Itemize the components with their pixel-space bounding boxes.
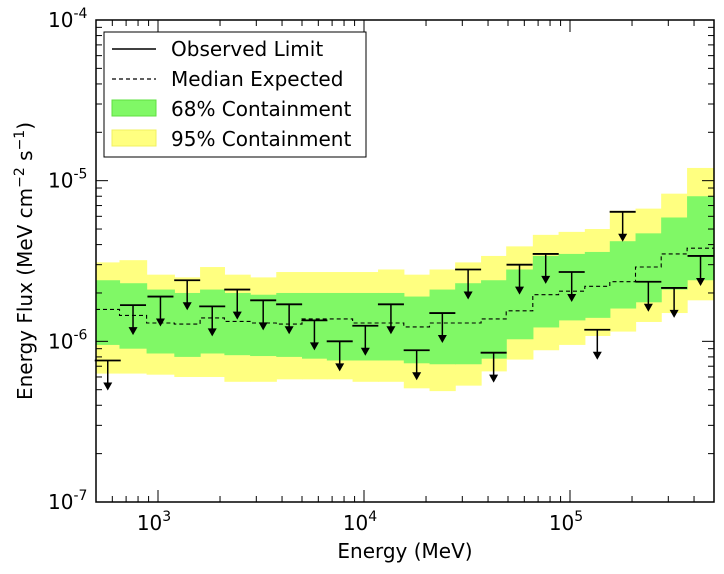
y-axis-label-sup1: −2 — [12, 167, 28, 188]
observed-limit-18 — [558, 271, 585, 303]
x-axis-label: Energy (MeV) — [337, 539, 472, 563]
y-tick-labels: 10-7 10-6 10-5 10-4 — [48, 6, 88, 514]
band68-bin-15 — [481, 280, 507, 359]
legend-swatch-95 — [111, 129, 157, 147]
x-tick-label-2: 105 — [549, 509, 583, 535]
legend-swatch-68 — [111, 99, 157, 117]
y-axis-label: Energy Flux (MeV cm−2 s−1) — [12, 122, 37, 400]
band68-bin-20 — [609, 241, 637, 309]
y-tick-label-3: 10-4 — [48, 6, 88, 32]
x-tick-labels: 103 104 105 — [137, 509, 583, 535]
x-tick-label-0: 103 — [137, 509, 171, 535]
observed-limit-6 — [250, 299, 277, 331]
y-tick-label-0: 10-7 — [48, 488, 87, 514]
y-axis-label-sup2: −1 — [12, 130, 28, 151]
median-step-path — [96, 247, 714, 328]
observed-limit-1 — [120, 304, 147, 336]
legend: Observed Limit Median Expected 68% Conta… — [103, 31, 367, 158]
legend-label-median: Median Expected — [171, 67, 343, 91]
y-axis-label-end: ) — [13, 122, 37, 130]
observed-limit-3 — [174, 279, 201, 311]
observed-limit-5 — [224, 288, 251, 320]
y-axis-label-main: Energy Flux (MeV cm — [13, 188, 37, 400]
observed-limit-17 — [532, 253, 559, 284]
legend-label-observed: Observed Limit — [171, 37, 323, 61]
y-axis-label-mid: s — [13, 150, 37, 167]
observed-limit-13 — [429, 312, 456, 344]
observed-limit-19 — [584, 328, 611, 360]
observed-limit-2 — [147, 295, 174, 327]
observed-limit-21 — [635, 280, 662, 312]
x-tick-label-1: 104 — [343, 509, 377, 535]
containment-68-band — [96, 196, 715, 365]
legend-label-95: 95% Containment — [171, 127, 351, 151]
observed-limit-4 — [199, 305, 226, 337]
band68-bin-19 — [584, 251, 611, 318]
observed-limit-22 — [661, 287, 688, 318]
observed-limit-12 — [403, 349, 430, 381]
observed-limit-16 — [506, 263, 533, 295]
observed-limit-14 — [455, 268, 482, 300]
y-tick-label-2: 10-5 — [48, 167, 87, 193]
plot-frame — [95, 19, 715, 503]
legend-label-68: 68% Containment — [171, 97, 351, 121]
observed-limit-0 — [94, 359, 121, 391]
band68-bin-0 — [96, 280, 121, 345]
observed-limit-15 — [480, 351, 507, 383]
observed-limits — [94, 210, 714, 391]
observed-limit-9 — [326, 340, 353, 372]
observed-limit-23 — [687, 255, 714, 286]
observed-limit-20 — [609, 210, 636, 242]
observed-limit-7 — [276, 303, 303, 335]
observed-limit-11 — [377, 303, 404, 335]
observed-limit-8 — [301, 319, 328, 351]
y-tick-label-1: 10-6 — [48, 327, 88, 353]
median-expected-line — [96, 247, 714, 328]
observed-limit-10 — [352, 324, 379, 356]
